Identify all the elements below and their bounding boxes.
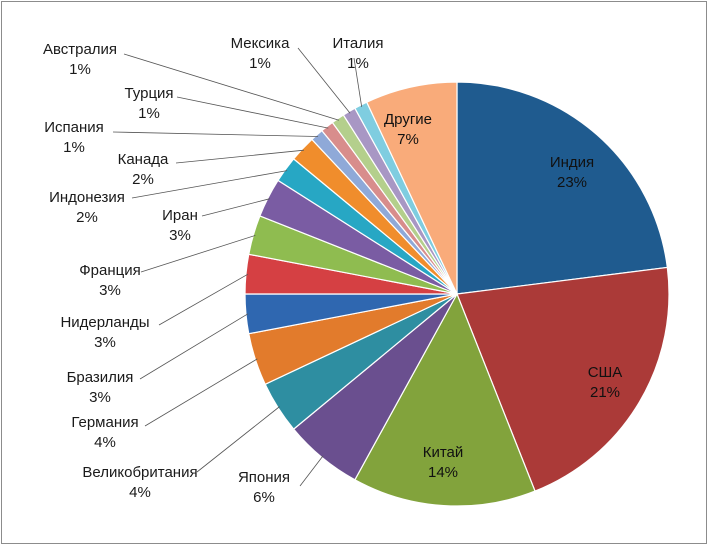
slice-percent: 1%	[138, 105, 160, 122]
slice-name: США	[588, 364, 623, 381]
slice-label-1: США 21%	[588, 364, 623, 401]
slice-label-0: Индия 23%	[550, 154, 594, 191]
slice-name: Бразилия	[67, 369, 134, 386]
slice-percent: 1%	[69, 61, 91, 78]
slice-percent: 1%	[63, 139, 85, 156]
slice-percent: 21%	[590, 384, 620, 401]
slice-percent: 23%	[557, 174, 587, 191]
slice-labels: Индия 23% США 21% Китай 14% Япония 6% Великобрит…	[43, 35, 622, 506]
slice-name: Великобритания	[82, 464, 197, 481]
slice-label-11: Канада 2%	[118, 151, 169, 188]
slice-name: Иран	[162, 207, 198, 224]
slice-label-15: Мексика 1%	[231, 35, 291, 72]
pie-slices	[244, 81, 670, 507]
slice-label-5: Германия 4%	[71, 414, 138, 451]
leader-line-3	[299, 455, 324, 487]
leader-line-7	[158, 273, 249, 326]
slice-percent: 3%	[94, 334, 116, 351]
pie-slice-2	[354, 292, 536, 507]
slice-label-4: Великобритания 4%	[82, 464, 197, 501]
leader-line-6	[139, 313, 249, 380]
slice-percent: 6%	[253, 489, 275, 506]
leader-line-11	[175, 149, 304, 164]
slice-label-14: Австралия 1%	[43, 41, 117, 78]
slice-name: Япония	[238, 469, 290, 486]
leader-line-10	[131, 170, 288, 199]
slice-name: Канада	[118, 151, 169, 168]
slice-label-3: Япония 6%	[238, 469, 290, 506]
slice-name: Другие	[384, 111, 432, 128]
slice-name: Турция	[124, 85, 173, 102]
leader-line-12	[112, 131, 319, 137]
slice-label-9: Иран 3%	[162, 207, 198, 244]
slice-percent: 3%	[99, 282, 121, 299]
pie-slice-1	[456, 266, 670, 492]
slice-percent: 1%	[249, 55, 271, 72]
slice-label-7: Нидерланды 3%	[60, 314, 149, 351]
pie-slice-17	[365, 81, 458, 295]
slice-name: Индия	[550, 154, 594, 171]
slice-label-16: Италия 1%	[332, 35, 383, 72]
slice-percent: 1%	[347, 55, 369, 72]
slice-name: Индонезия	[49, 189, 125, 206]
slice-percent: 3%	[89, 389, 111, 406]
slice-percent: 7%	[397, 131, 419, 148]
slice-label-2: Китай 14%	[423, 444, 464, 481]
slice-name: Испания	[44, 119, 104, 136]
leader-line-4	[196, 406, 280, 473]
slice-name: Мексика	[231, 35, 291, 52]
leader-line-9	[201, 198, 270, 217]
slice-name: Австралия	[43, 41, 117, 58]
leader-line-8	[140, 235, 256, 273]
slice-name: Нидерланды	[60, 314, 149, 331]
slice-label-10: Индонезия 2%	[49, 189, 125, 226]
slice-percent: 4%	[94, 434, 116, 451]
slice-name: Италия	[332, 35, 383, 52]
slice-percent: 2%	[132, 171, 154, 188]
slice-percent: 14%	[428, 464, 458, 481]
slice-name: Франция	[79, 262, 140, 279]
slice-percent: 4%	[129, 484, 151, 501]
slice-label-12: Испания 1%	[44, 119, 104, 156]
slice-name: Китай	[423, 444, 464, 461]
slice-name: Германия	[71, 414, 138, 431]
slice-percent: 2%	[76, 209, 98, 226]
leader-line-13	[176, 96, 329, 129]
leader-lines	[112, 47, 363, 487]
pie-slice-0	[456, 81, 669, 295]
slice-label-17: Другие 7%	[384, 111, 432, 148]
slice-label-6: Бразилия 3%	[67, 369, 134, 406]
leader-line-14	[123, 53, 340, 121]
leader-line-16	[353, 57, 363, 107]
leader-line-5	[144, 358, 258, 427]
leader-line-15	[297, 47, 351, 114]
slice-percent: 3%	[169, 227, 191, 244]
slice-label-8: Франция 3%	[79, 262, 140, 299]
slice-label-13: Турция 1%	[124, 85, 173, 122]
